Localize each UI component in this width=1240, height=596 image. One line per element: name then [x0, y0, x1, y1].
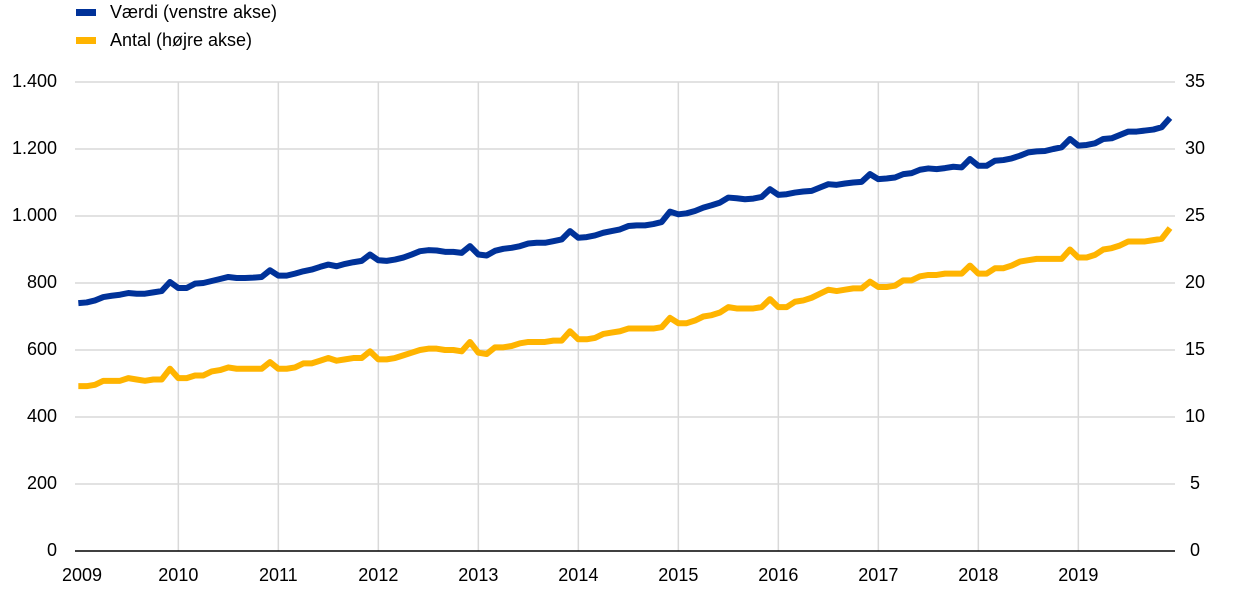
x-tick-label: 2012: [358, 565, 398, 585]
x-tick-label: 2015: [658, 565, 698, 585]
x-tick-label: 2018: [958, 565, 998, 585]
y2-tick-label: 25: [1185, 205, 1205, 225]
legend-label: Værdi (venstre akse): [110, 2, 277, 22]
x-tick-label: 2016: [758, 565, 798, 585]
series-line: [78, 226, 1173, 390]
x-tick-label: 2017: [858, 565, 898, 585]
y2-tick-label: 15: [1185, 339, 1205, 359]
y-tick-label: 0: [47, 540, 57, 560]
series-line: [78, 115, 1173, 307]
y2-tick-label: 35: [1185, 71, 1205, 91]
x-tick-label: 2011: [259, 565, 298, 585]
y2-tick-label: 10: [1185, 406, 1205, 426]
legend-swatch: [76, 37, 96, 44]
y-tick-label: 200: [27, 473, 57, 493]
legend-label: Antal (højre akse): [110, 30, 252, 50]
x-tick-label: 2014: [558, 565, 598, 585]
y-tick-label: 400: [27, 406, 57, 426]
y-tick-label: 1.200: [12, 138, 57, 158]
y-tick-label: 1.400: [12, 71, 57, 91]
y2-tick-label: 20: [1185, 272, 1205, 292]
y2-tick-label: 30: [1185, 138, 1205, 158]
x-tick-label: 2010: [158, 565, 198, 585]
y-tick-label: 800: [27, 272, 57, 292]
x-tick-label: 2009: [62, 565, 102, 585]
legend-swatch: [76, 9, 96, 16]
y2-tick-label: 0: [1190, 540, 1200, 560]
y-tick-label: 1.000: [12, 205, 57, 225]
y-tick-label: 600: [27, 339, 57, 359]
x-tick-label: 2013: [458, 565, 498, 585]
x-tick-label: 2019: [1058, 565, 1098, 585]
y2-tick-label: 5: [1190, 473, 1200, 493]
